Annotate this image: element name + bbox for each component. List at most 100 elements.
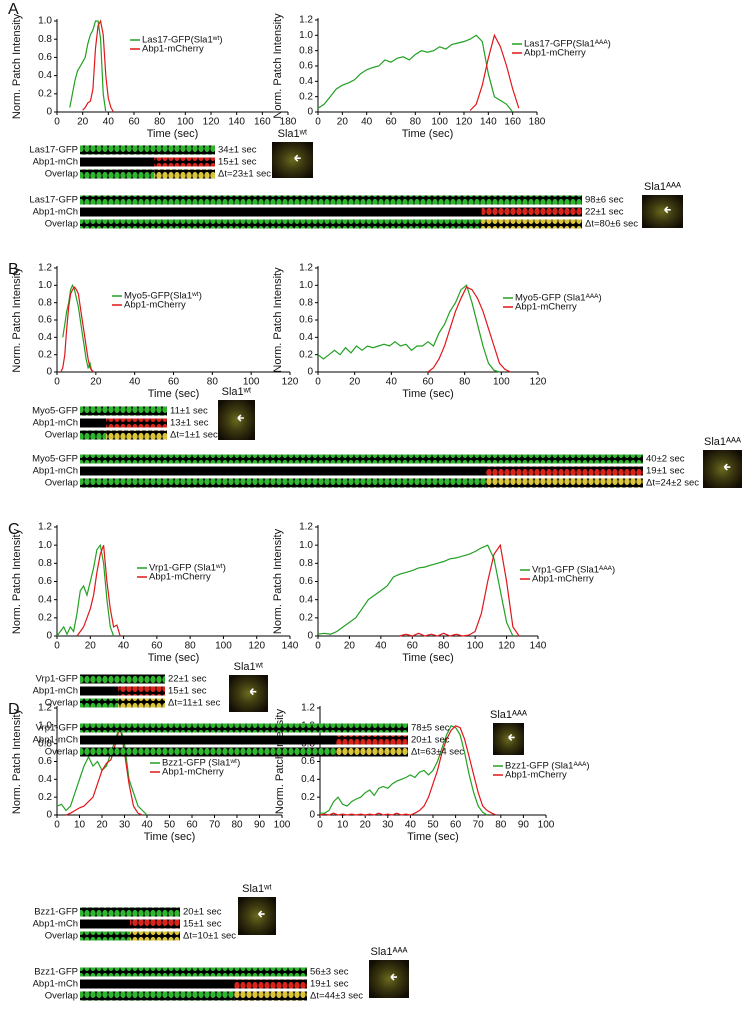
- x-tick-label: 0: [54, 377, 60, 388]
- x-tick-label: 70: [473, 820, 485, 831]
- y-tick-label: 0.6: [299, 315, 313, 326]
- kymo-row-label: Overlap: [45, 747, 78, 758]
- kymo-row-label: Myo5-GFP: [32, 454, 78, 465]
- legend-label: Bzz1-GFP (Sla1ʷᵗ): [162, 758, 240, 769]
- kymo-strip: [335, 735, 408, 745]
- kymo-strip: [80, 466, 643, 476]
- series-line: [56, 543, 115, 637]
- y-tick-label: 1.2: [299, 522, 313, 533]
- y-axis-label: Norm. Patch Intensity: [11, 708, 23, 814]
- x-axis-label: Time (sec): [402, 128, 454, 140]
- x-tick-label: 120: [456, 117, 473, 128]
- y-tick-label: 0.8: [38, 738, 52, 749]
- y-tick-label: 0.2: [38, 612, 52, 623]
- y-tick-label: 0.2: [299, 349, 313, 360]
- kymo-strip: [130, 931, 180, 941]
- y-tick-label: 0.4: [299, 332, 313, 343]
- kymo-strip: [80, 157, 215, 167]
- x-tick-label: 80: [459, 377, 471, 388]
- kymo-strip: [106, 418, 167, 428]
- cell-arrow: [294, 154, 301, 162]
- legend-label: Abp1-mCherry: [162, 767, 224, 778]
- legend-label: Abp1-mCherry: [142, 44, 204, 55]
- x-tick-label: 0: [54, 117, 60, 128]
- y-tick-label: 0: [309, 810, 315, 821]
- y-tick-label: 1.2: [299, 263, 313, 274]
- kymo-time: Δt=11±1 sec: [168, 698, 221, 709]
- x-tick-label: 20: [337, 117, 349, 128]
- x-tick-label: 20: [344, 641, 356, 652]
- series-line: [65, 725, 143, 816]
- kymo-time: 40±2 sec: [646, 454, 685, 465]
- x-axis-label: Time (sec): [148, 652, 200, 664]
- kymo-time: Δt=1±1 sec: [170, 430, 218, 441]
- x-tick-label: 10: [74, 820, 86, 831]
- y-tick-label: 0.4: [301, 774, 315, 785]
- kymo-strip: [80, 907, 180, 917]
- x-tick-label: 0: [54, 820, 60, 831]
- cell-label: Sla1ʷᵗ: [278, 128, 308, 140]
- kymo-time: 78±5 sec: [411, 723, 450, 734]
- kymo-time: Δt=63±4 sec: [411, 747, 464, 758]
- kymo-row-label: Overlap: [45, 698, 78, 709]
- y-tick-label: 1.0: [299, 30, 313, 41]
- kymo-row-label: Las17-GFP: [29, 145, 78, 156]
- y-axis-label: Norm. Patch Intensity: [11, 267, 23, 373]
- cell-label: Sla1ʷᵗ: [242, 883, 272, 895]
- x-tick-label: 10: [337, 820, 349, 831]
- y-tick-label: 1.0: [38, 540, 52, 551]
- y-tick-label: 0.2: [38, 349, 52, 360]
- x-tick-label: 50: [164, 820, 176, 831]
- series-line: [76, 544, 121, 637]
- kymo-strip: [485, 478, 643, 488]
- x-tick-label: 80: [231, 820, 243, 831]
- x-axis-label: Time (sec): [402, 652, 454, 664]
- x-tick-label: 40: [361, 117, 373, 128]
- kymo-time: 56±3 sec: [310, 967, 349, 978]
- x-tick-label: 0: [315, 641, 321, 652]
- y-tick-label: 0.4: [299, 76, 313, 87]
- y-tick-label: 0.4: [38, 594, 52, 605]
- cell-arrow: [390, 973, 397, 981]
- series-line: [469, 33, 520, 111]
- kymo-time: Δt=10±1 sec: [183, 931, 236, 942]
- kymo-row-label: Abp1-mCh: [33, 979, 78, 990]
- kymo-strip: [130, 919, 180, 929]
- cell-arrow: [258, 910, 265, 918]
- kymo-strip: [118, 698, 165, 708]
- kymo-row-label: Vrp1-GFP: [36, 674, 78, 685]
- kymo-strip: [80, 698, 119, 708]
- kymo-strip: [481, 207, 582, 217]
- x-tick-label: 100: [243, 377, 260, 388]
- y-tick-label: 1.2: [299, 15, 313, 26]
- x-tick-label: 40: [103, 117, 115, 128]
- x-tick-label: 140: [530, 641, 547, 652]
- x-tick-label: 60: [385, 117, 397, 128]
- y-tick-label: 0.6: [299, 61, 313, 72]
- kymo-strip: [80, 169, 155, 179]
- cell-image: [229, 675, 268, 712]
- kymo-row-label: Abp1-mCh: [33, 466, 78, 477]
- kymo-time: 15±1 sec: [183, 919, 222, 930]
- legend-label: Las17-GFP(Sla1ʷᵗ): [142, 35, 223, 46]
- x-tick-label: 60: [422, 377, 434, 388]
- cell-arrow: [237, 414, 244, 422]
- x-tick-label: 0: [317, 820, 323, 831]
- y-tick-label: 0.4: [299, 594, 313, 605]
- kymo-row-label: Overlap: [45, 478, 78, 489]
- y-tick-label: 0.8: [299, 558, 313, 569]
- series-line: [69, 20, 107, 113]
- kymo-row-label: Overlap: [45, 219, 78, 230]
- y-tick-label: 0: [46, 107, 52, 118]
- y-tick-label: 1.0: [38, 720, 52, 731]
- x-tick-label: 120: [282, 377, 299, 388]
- x-tick-label: 120: [203, 117, 220, 128]
- y-tick-label: 0.2: [299, 91, 313, 102]
- legend-label: Abp1-mCherry: [505, 770, 567, 781]
- x-tick-label: 100: [538, 820, 555, 831]
- x-tick-label: 40: [129, 377, 141, 388]
- kymo-time: 13±1 sec: [170, 418, 209, 429]
- kymo-strip: [485, 466, 643, 476]
- y-tick-label: 0.6: [38, 756, 52, 767]
- x-axis-label: Time (sec): [407, 831, 459, 843]
